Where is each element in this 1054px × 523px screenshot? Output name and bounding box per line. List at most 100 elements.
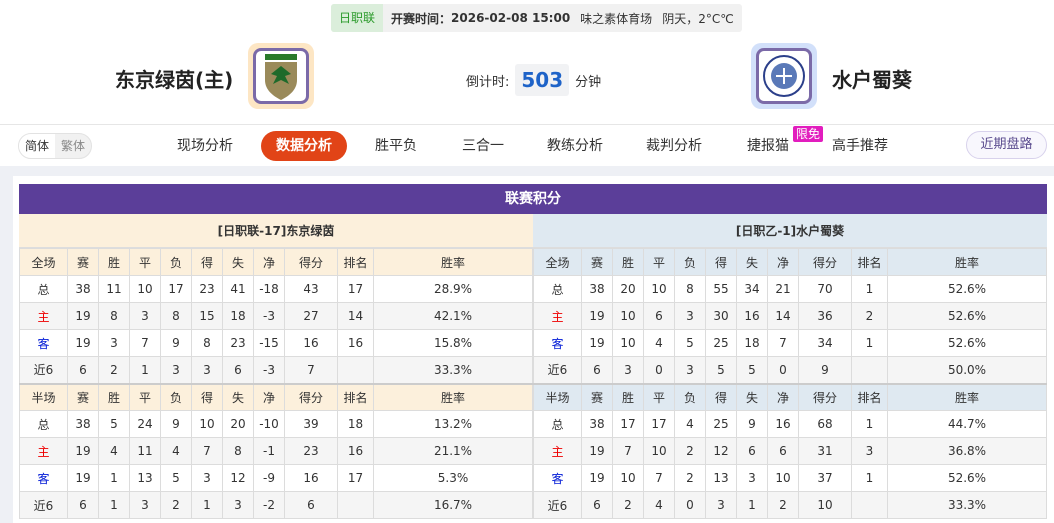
away-standings-table: 全场赛胜平负得失净得分 排名 胜率总 38 20 10 8 55 34 21 70 1 52.6% 主 19… — [533, 248, 1047, 519]
table-cell: 6 — [67, 491, 99, 519]
column-header: 排名 — [337, 382, 374, 411]
row-label: 近6 — [533, 491, 582, 519]
column-header: 排名 — [337, 248, 374, 276]
column-header: 负 — [674, 248, 706, 276]
row-label: 主 — [533, 302, 582, 330]
home-team-name[interactable]: 东京绿茵(主) — [115, 68, 234, 92]
table-cell: 1 — [98, 491, 130, 519]
table-cell: 13 — [705, 464, 737, 492]
column-header: 平 — [643, 382, 675, 411]
table-cell: 18 — [736, 329, 768, 357]
table-cell: 3 — [736, 464, 768, 492]
recent-odds-button[interactable]: 近期盘路 — [966, 131, 1047, 159]
tab-coach-analysis[interactable]: 教练分析 — [547, 138, 603, 154]
table-cell: 4 — [643, 491, 675, 519]
column-header: 赛 — [67, 382, 99, 411]
table-cell: 10 — [612, 464, 644, 492]
tab-three-in-one[interactable]: 三合一 — [462, 138, 504, 154]
table-cell: 1 — [129, 356, 161, 384]
away-team-logo[interactable] — [751, 43, 817, 109]
table-cell: 39 — [284, 410, 338, 438]
table-cell: 8 — [98, 302, 130, 330]
table-cell: 10 — [612, 329, 644, 357]
away-standings-header: [日职乙-1]水户蜀葵 — [533, 214, 1047, 248]
column-header: 得分 — [798, 248, 852, 276]
table-cell: 1 — [98, 464, 130, 492]
match-info: 日职联 开赛时间： 2026-02-08 15:00 味之素体育场 阴天，2°C… — [331, 4, 742, 32]
language-toggle[interactable]: 简体 繁体 — [18, 133, 93, 159]
home-standings: [日职联-17]东京绿茵 全场赛胜平负得失净得分 排名 胜率总 38 11 10 17 23 4… — [19, 214, 533, 519]
table-cell: 16 — [736, 302, 768, 330]
tab-win-draw-loss[interactable]: 胜平负 — [375, 138, 417, 154]
table-row: 客 19 10 4 5 25 18 7 34 1 52.6% — [533, 329, 1047, 357]
analysis-nav: 简体 繁体 现场分析 数据分析 胜平负 三合一 教练分析 裁判分析 捷报猫 高手… — [0, 124, 1054, 166]
standings-title: 联赛积分 — [19, 184, 1047, 214]
table-cell: 17 — [337, 464, 374, 492]
tab-data-analysis[interactable]: 数据分析 — [261, 131, 347, 161]
column-header: 失 — [736, 248, 768, 276]
table-cell: -3 — [253, 356, 285, 384]
simplified-option[interactable]: 简体 — [19, 134, 56, 158]
table-row: 近6 6 2 4 0 3 1 2 10 33.3% — [533, 491, 1047, 519]
table-cell: 2 — [851, 302, 888, 330]
row-label: 总 — [19, 275, 68, 303]
table-cell: 16 — [284, 329, 338, 357]
table-cell: 8 — [222, 437, 254, 465]
table-cell: 4 — [160, 437, 192, 465]
table-cell: 37 — [798, 464, 852, 492]
home-team-logo[interactable] — [248, 43, 314, 109]
table-cell: 41 — [222, 275, 254, 303]
row-label: 客 — [533, 464, 582, 492]
tab-live-analysis[interactable]: 现场分析 — [177, 138, 233, 154]
table-cell: 3 — [222, 491, 254, 519]
table-cell: 42.1% — [373, 302, 533, 330]
table-cell: 25 — [705, 410, 737, 438]
row-label: 总 — [533, 275, 582, 303]
tab-jiebaomao[interactable]: 捷报猫 — [747, 138, 789, 154]
table-cell: 3 — [674, 356, 706, 384]
column-header: 胜 — [98, 382, 130, 411]
table-cell: 19 — [67, 437, 99, 465]
row-label: 近6 — [19, 491, 68, 519]
table-cell: 3 — [129, 302, 161, 330]
table-cell: 13.2% — [373, 410, 533, 438]
table-cell: 1 — [736, 491, 768, 519]
table-cell: 4 — [674, 410, 706, 438]
table-cell: 2 — [98, 356, 130, 384]
table-cell: 14 — [767, 302, 799, 330]
column-header: 胜 — [612, 248, 644, 276]
table-cell: 12 — [222, 464, 254, 492]
tab-referee-analysis[interactable]: 裁判分析 — [646, 138, 702, 154]
table-cell: 16.7% — [373, 491, 533, 519]
column-header: 得 — [705, 248, 737, 276]
row-label: 总 — [19, 410, 68, 438]
table-cell: 10 — [798, 491, 852, 519]
column-header: 半场 — [19, 382, 68, 411]
table-cell: 34 — [798, 329, 852, 357]
table-cell: 38 — [67, 275, 99, 303]
table-cell: 16 — [284, 464, 338, 492]
column-header: 失 — [222, 382, 254, 411]
table-cell: 2 — [767, 491, 799, 519]
table-cell: 3 — [191, 356, 223, 384]
away-team-name[interactable]: 水户蜀葵 — [832, 68, 912, 92]
column-header: 净 — [767, 248, 799, 276]
table-cell: 70 — [798, 275, 852, 303]
table-cell: 19 — [67, 329, 99, 357]
table-cell: 6 — [222, 356, 254, 384]
league-tag[interactable]: 日职联 — [331, 4, 384, 32]
table-cell: 17 — [643, 410, 675, 438]
table-cell: 6 — [67, 356, 99, 384]
tab-expert-picks[interactable]: 高手推荐 — [832, 138, 888, 154]
table-cell: 4 — [643, 329, 675, 357]
table-cell: 36 — [798, 302, 852, 330]
row-label: 主 — [533, 437, 582, 465]
table-cell: 23 — [191, 275, 223, 303]
table-cell: 17 — [337, 275, 374, 303]
table-cell: 7 — [284, 356, 338, 384]
table-cell: 31 — [798, 437, 852, 465]
table-cell: 1 — [851, 410, 888, 438]
traditional-option[interactable]: 繁体 — [61, 139, 86, 153]
row-label: 主 — [19, 437, 68, 465]
header-row: 全场赛胜平负得失净得分 排名 胜率 — [533, 248, 1047, 276]
